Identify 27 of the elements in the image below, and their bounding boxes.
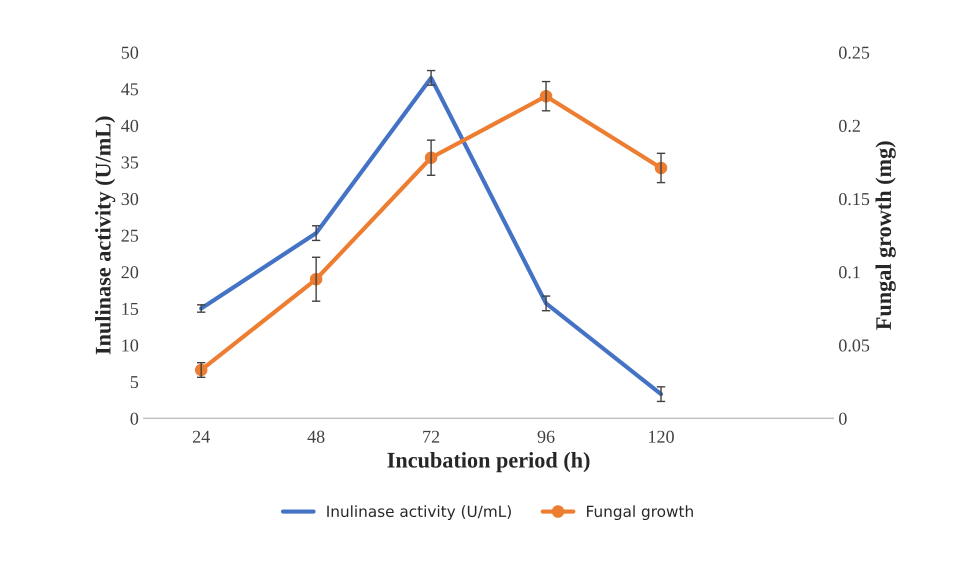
x-tick-label: 72: [423, 430, 440, 443]
y-tick-label: 0: [130, 412, 138, 425]
y2-tick-label: 0.1: [839, 266, 860, 278]
legend-label: Inulinase activity (U/mL): [327, 505, 511, 520]
y2-tick-label: 0.25: [839, 46, 870, 59]
y2-tick-label: 0: [839, 412, 847, 425]
y2-tick-label: 0.15: [839, 192, 870, 206]
x-tick-label: 24: [192, 430, 210, 443]
y-tick-label: 20: [122, 266, 138, 278]
y-tick-label: 50: [122, 46, 138, 59]
x-tick-label: 96: [538, 430, 555, 443]
y-tick-label: 15: [122, 302, 138, 315]
y-tick-label: 5: [130, 376, 138, 388]
legend-label: Fungal growth: [587, 505, 693, 520]
x-tick-label: 120: [649, 430, 674, 443]
y-axis-title: Inulinase activity (U/mL): [95, 116, 116, 354]
y2-tick-label: 0.05: [839, 339, 870, 352]
y2-tick-label: 0.2: [839, 120, 860, 132]
y-tick-label: 10: [122, 339, 138, 352]
y-tick-label: 40: [121, 120, 138, 132]
y2-axis-title: Fungal growth (mg): [875, 141, 896, 330]
x-tick-label: 48: [307, 430, 324, 443]
y-tick-label: 45: [121, 83, 138, 96]
y-tick-label: 35: [122, 156, 138, 169]
y-tick-label: 30: [122, 192, 138, 206]
y-tick-label: 25: [122, 230, 138, 242]
x-axis-title: Incubation period (h): [387, 452, 590, 472]
